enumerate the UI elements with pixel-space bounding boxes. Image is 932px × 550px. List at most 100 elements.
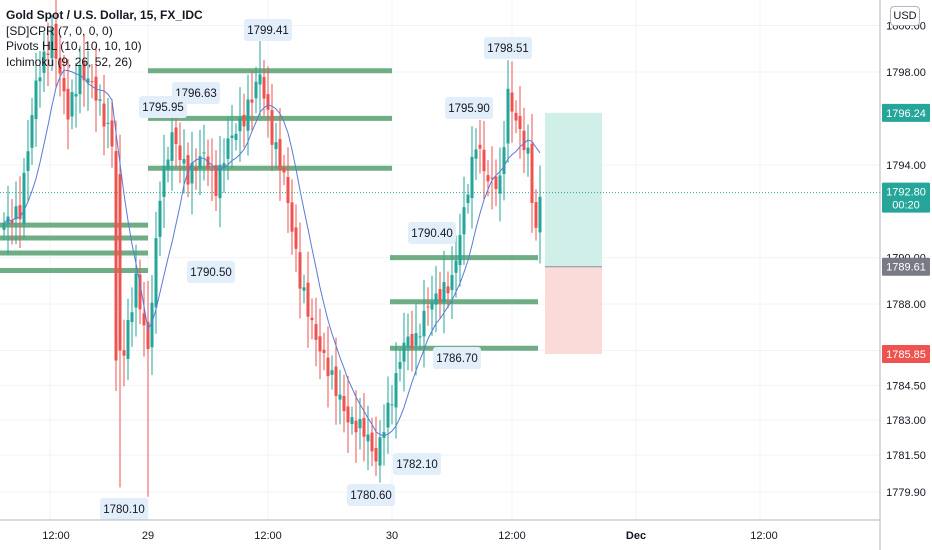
price-badge-value: 1789.61 — [886, 262, 926, 274]
pivot-label-bg — [484, 37, 532, 59]
candle-body — [150, 302, 154, 348]
candle-body — [442, 282, 446, 303]
symbol-title: Gold Spot / U.S. Dollar, 15, FX_IDC — [6, 8, 203, 22]
candle-body — [34, 80, 38, 120]
candle-body — [402, 342, 406, 362]
candle-body — [398, 361, 402, 369]
price-badge-value: 1792.80 — [886, 187, 926, 199]
candle-body — [234, 133, 238, 140]
candle-body — [154, 238, 158, 308]
y-tick-label: 1781.50 — [886, 450, 926, 462]
x-tick-label: 12:00 — [498, 530, 526, 542]
candle-body — [406, 336, 410, 348]
candle-body — [394, 373, 398, 408]
candle-body — [330, 370, 334, 375]
candle-body — [326, 357, 330, 377]
candle-body — [338, 394, 342, 400]
y-tick-label: 1783.00 — [886, 415, 926, 427]
pivot-label-bg — [445, 97, 493, 119]
candle-body — [498, 175, 502, 194]
candle-body — [514, 112, 518, 121]
candle-body — [218, 164, 222, 199]
candle-body — [378, 437, 382, 466]
candle-body — [446, 286, 450, 294]
candle-body — [226, 138, 230, 159]
candle-body — [62, 77, 66, 92]
currency-button[interactable]: USD — [890, 6, 920, 26]
candle-body — [350, 417, 354, 425]
candle-body — [410, 333, 414, 349]
indicator-ichimoku[interactable]: Ichimoku (9, 26, 52, 26) — [6, 54, 133, 69]
candle-body — [194, 167, 198, 171]
position-zones — [0, 112, 880, 355]
candle-body — [82, 60, 86, 81]
candle-body — [302, 287, 306, 291]
candle-body — [22, 172, 26, 224]
candle-body — [258, 74, 262, 85]
candle-body — [290, 202, 294, 232]
price-badge-target — [882, 103, 930, 122]
candle-body — [274, 142, 278, 150]
candle-body — [118, 174, 122, 351]
pivot-label: 1795.90 — [448, 103, 490, 115]
candle-body — [486, 175, 490, 182]
candle-body — [242, 114, 246, 127]
candle-body — [506, 88, 510, 144]
candle-body — [18, 205, 22, 220]
chart-legend: Gold Spot / U.S. Dollar, 15, FX_IDC [SD]… — [6, 8, 203, 70]
candle-body — [98, 99, 102, 101]
candle-body — [58, 58, 62, 74]
candle-body — [510, 92, 514, 112]
candle-body — [430, 302, 434, 310]
candle-body — [286, 177, 290, 204]
candle-body — [294, 227, 298, 249]
candle-body — [346, 406, 350, 423]
candle-body — [206, 156, 210, 169]
pivot-labels: 1799.411796.631795.951790.501798.511795.… — [100, 19, 532, 520]
candle-body — [278, 139, 282, 170]
loss-zone — [545, 266, 602, 355]
pivot-label: 1799.41 — [247, 25, 289, 37]
y-tick-label: 1784.50 — [886, 380, 926, 392]
candle-body — [66, 88, 70, 120]
candle-body — [462, 207, 466, 235]
candle-body — [90, 81, 94, 83]
candle-body — [142, 313, 146, 326]
candle-body — [70, 92, 74, 117]
candle-body — [178, 145, 182, 160]
x-tick-label: 12:00 — [42, 530, 70, 542]
candle-body — [86, 78, 90, 84]
candle-body — [114, 151, 118, 361]
candle-body — [518, 115, 522, 130]
candle-body — [354, 420, 358, 433]
candle-body — [126, 319, 130, 359]
candle-body — [426, 306, 430, 308]
candle-body — [14, 206, 18, 220]
pivot-label: 1780.10 — [103, 504, 145, 516]
candle-body — [366, 434, 370, 442]
pivot-label-bg — [433, 347, 481, 369]
candle-body — [138, 274, 142, 310]
candle-body — [166, 159, 170, 170]
price-badge-countdown: 00:20 — [892, 200, 920, 212]
y-tick-label: 1788.00 — [886, 299, 926, 311]
candle-body — [522, 130, 526, 151]
candle-body — [470, 156, 474, 199]
x-tick-label: 29 — [142, 530, 154, 542]
candle-body — [134, 273, 138, 308]
indicator-cpr[interactable]: [SD]CPR (7, 0, 0, 0) — [6, 23, 113, 38]
candle-body — [362, 418, 366, 437]
candle-body — [282, 167, 286, 173]
pivot-label-bg — [347, 484, 395, 506]
indicator-pivots[interactable]: Pivots HL (10, 10, 10, 10) — [6, 39, 142, 53]
candle-body — [526, 147, 530, 154]
pivot-label: 1780.60 — [350, 490, 392, 502]
candle-body — [50, 28, 54, 59]
candle-body — [530, 143, 534, 204]
candle-body — [370, 432, 374, 452]
candle-body — [266, 94, 270, 110]
y-tick-label: 1779.90 — [886, 487, 926, 499]
candle-body — [374, 447, 378, 462]
